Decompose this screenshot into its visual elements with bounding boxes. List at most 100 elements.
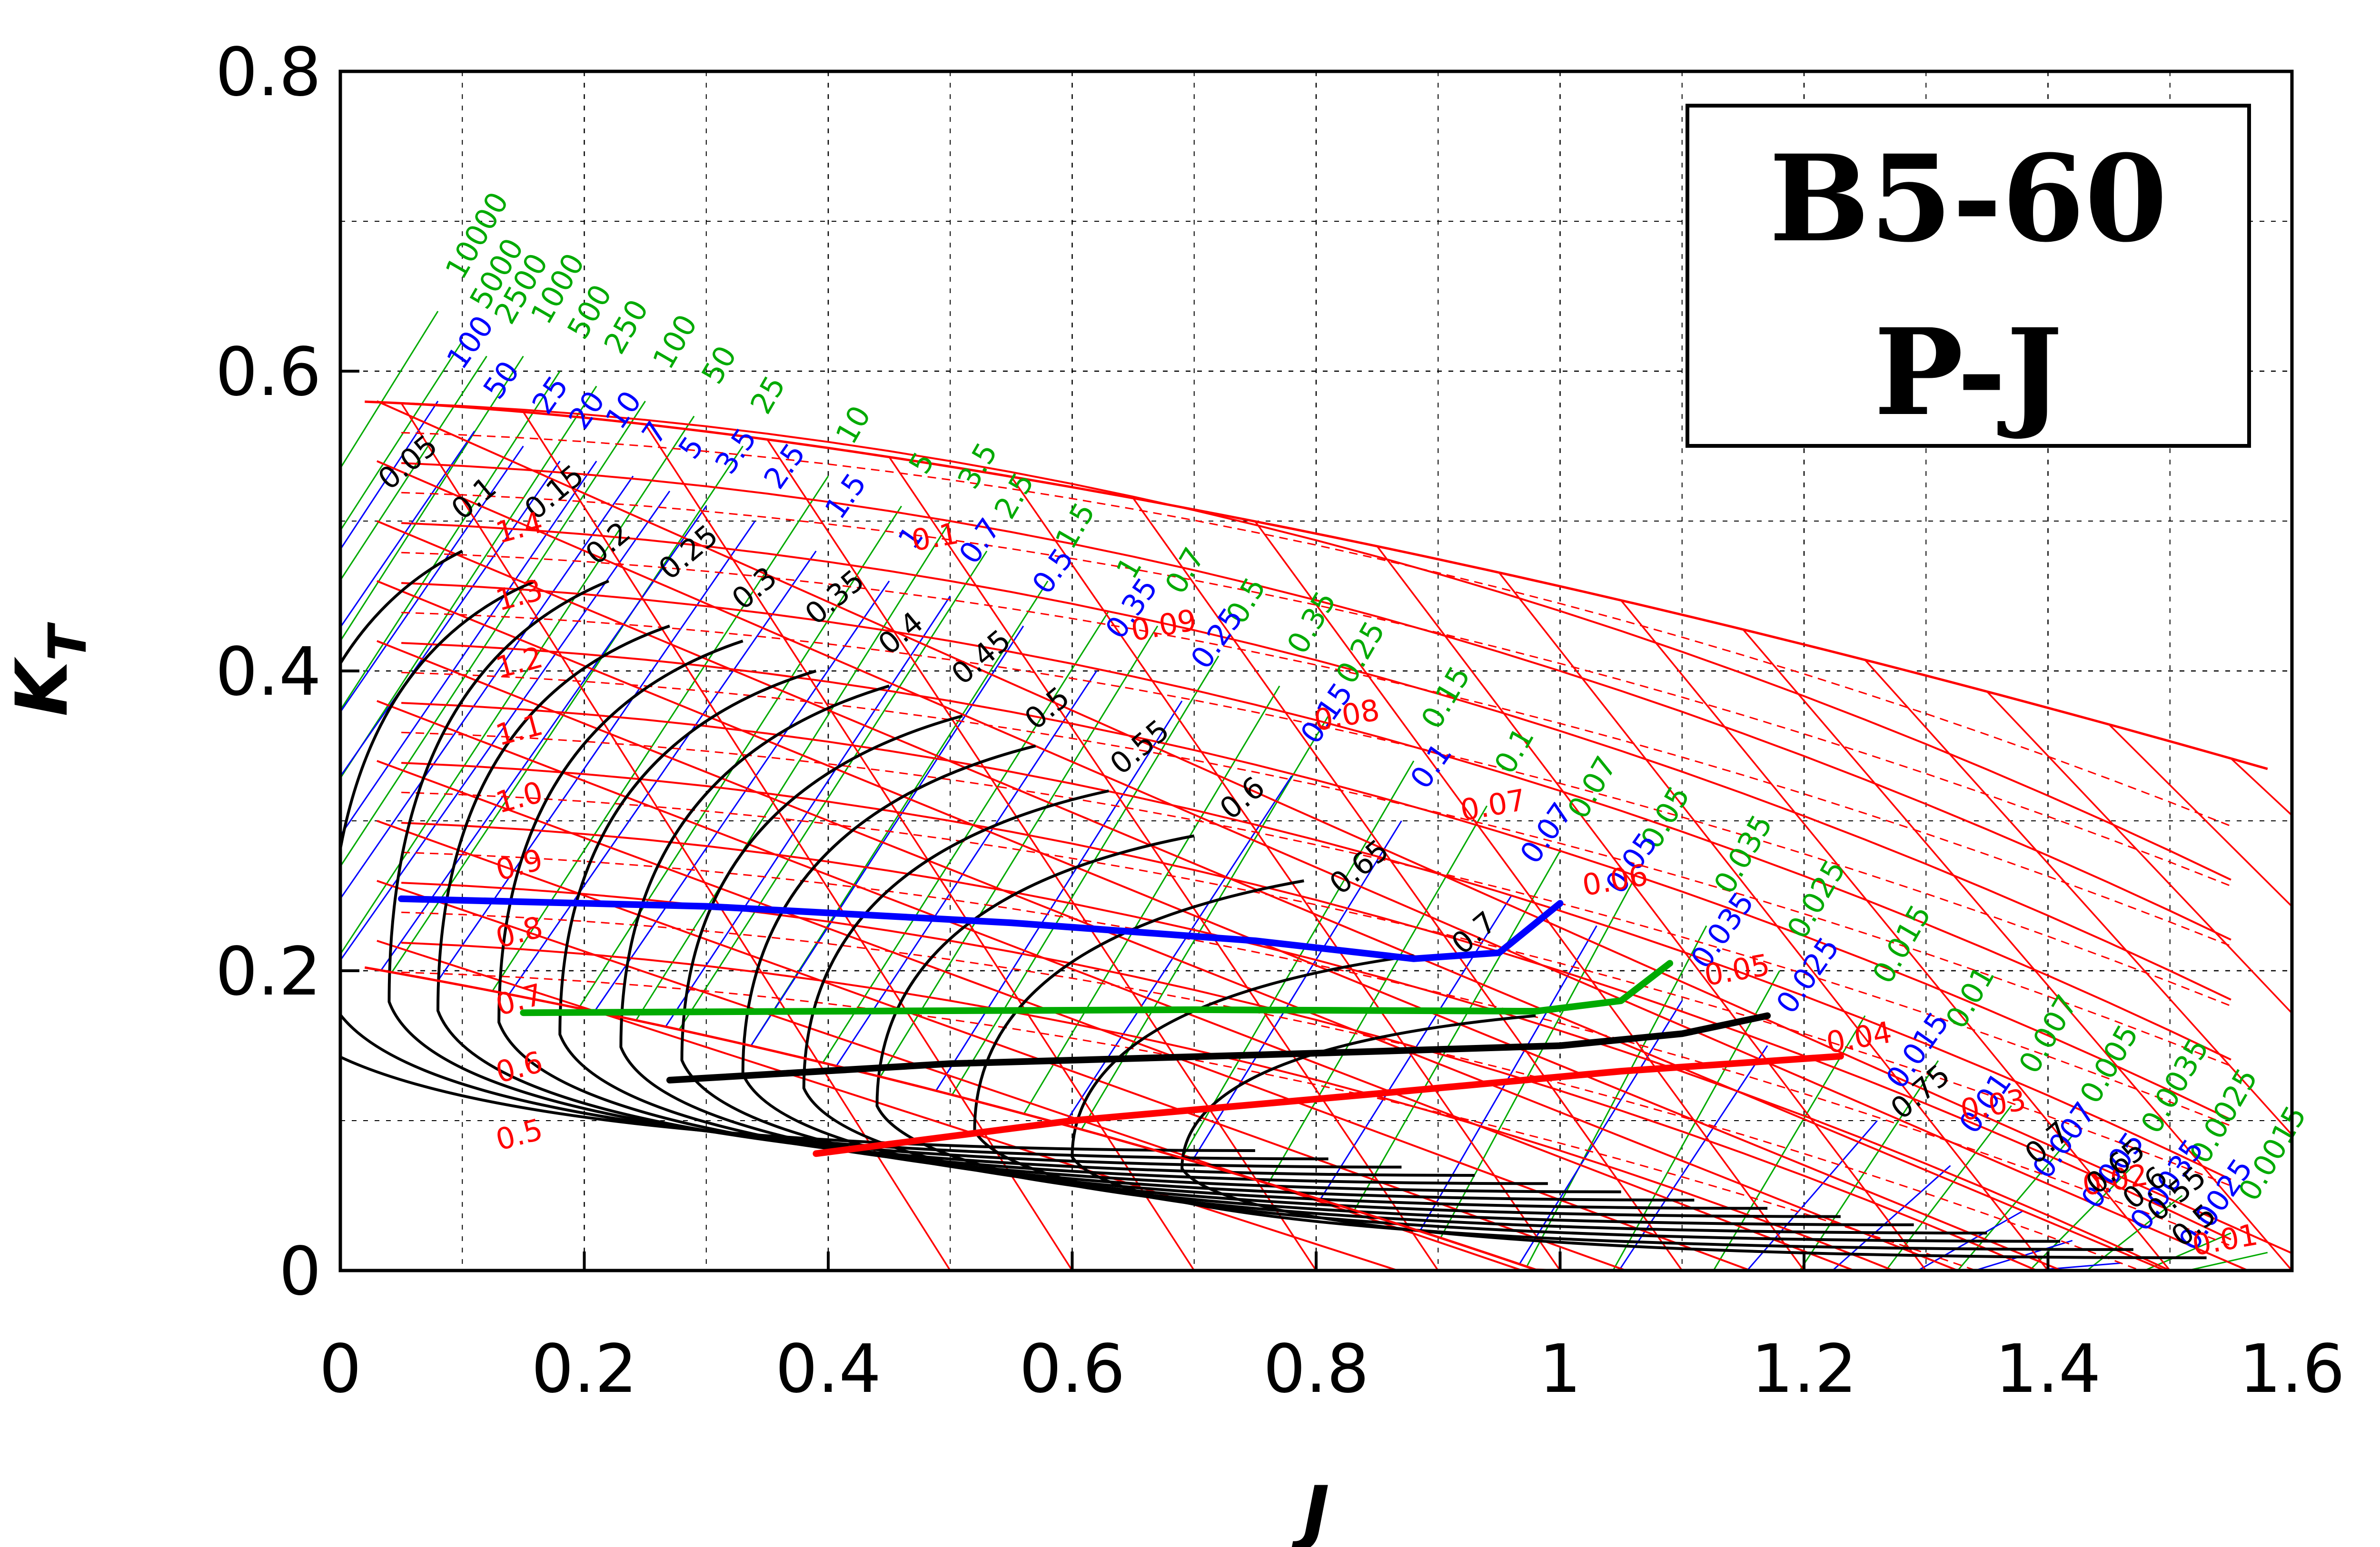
green-family-line <box>678 551 988 1030</box>
pitch-diagonal <box>766 439 1317 1271</box>
green-family-line <box>1440 880 1634 1239</box>
efficiency-contour <box>973 879 2061 1243</box>
x-tick-label: 0 <box>319 1330 361 1408</box>
pitch-diagonal <box>1742 629 2292 1271</box>
pitch-curve <box>401 582 2231 1061</box>
efficiency-contour <box>387 580 1402 1169</box>
green-family-line <box>1885 1105 2012 1271</box>
green-family-line <box>951 655 1220 1095</box>
pitch-line <box>377 760 1751 1271</box>
pitch-diagonal <box>400 403 951 1271</box>
efficiency-contour <box>1180 1014 2207 1260</box>
pitch-line <box>377 640 1958 1271</box>
pitch-dashed-curve <box>401 791 2231 1187</box>
pitch-diagonal <box>522 411 1073 1271</box>
plot-area <box>340 311 2292 1271</box>
blue-family-line <box>340 491 671 962</box>
pitch-curve <box>401 642 2231 1121</box>
green-family-line <box>340 371 561 712</box>
efficiency-contour <box>497 640 1548 1185</box>
pitch-line <box>377 520 2166 1271</box>
blue-line-family <box>340 401 2122 1271</box>
pitch-dashed-curve <box>401 552 2231 947</box>
highlight-curve <box>398 895 1564 962</box>
pitch-diagonal <box>888 456 1439 1271</box>
green-family-line <box>340 355 487 582</box>
upper-boundary <box>365 400 2268 770</box>
pitch-diagonal <box>1132 497 1683 1271</box>
pitch-line <box>377 460 2249 1271</box>
pitch-dashed-curve <box>401 731 2231 1127</box>
blue-family-line <box>380 505 707 971</box>
green-family-line <box>340 415 695 956</box>
title-box: B5-60 P-J <box>1686 104 2251 448</box>
efficiency-contour <box>680 714 1768 1210</box>
green-family-line <box>340 311 439 470</box>
blue-family-line <box>340 475 634 900</box>
x-tick-label: 1.6 <box>2239 1330 2345 1408</box>
y-tick-label: 0.8 <box>215 34 321 111</box>
chart-boundary <box>364 400 2268 1271</box>
pitch-curve <box>401 942 1896 1271</box>
y-tick-label: 0 <box>279 1233 321 1311</box>
blue-family-line <box>340 431 476 629</box>
y-tick-label: 0.4 <box>215 633 321 711</box>
y-axis-title-sub: T <box>37 621 98 661</box>
x-tick-label: 0.4 <box>775 1330 882 1408</box>
blue-family-line <box>340 461 561 778</box>
green-family-line <box>635 521 951 1021</box>
pitch-line <box>377 700 1854 1271</box>
green-family-line <box>1526 925 1707 1267</box>
highlight-curves <box>398 895 1844 1157</box>
blue-family-line <box>835 670 1098 1066</box>
pitch-dashed-curve <box>401 851 2231 1247</box>
pitch-curve <box>401 522 2231 1001</box>
green-family-line <box>2144 1232 2231 1271</box>
y-axis-ticks: 0 0.2 0.4 0.6 0.8 <box>215 34 359 1311</box>
blue-family-line <box>935 700 1183 1091</box>
x-tick-label: 0.2 <box>531 1330 637 1408</box>
efficiency-contour <box>436 624 1475 1177</box>
pitch-diagonal <box>2108 724 2292 908</box>
blue-family-line <box>340 461 597 837</box>
blue-family-line <box>594 581 890 1012</box>
pitch-line <box>377 940 1398 1271</box>
pitch-diagonal <box>645 424 1195 1271</box>
green-family-line <box>1267 805 1488 1184</box>
pitch-diagonal <box>1498 572 2049 1271</box>
pitch-curve <box>401 822 2172 1271</box>
y-axis-title: KT <box>1 621 98 716</box>
green-family-line <box>880 625 1159 1077</box>
blue-family-line <box>750 625 1024 1046</box>
green-family-line <box>340 341 463 532</box>
efficiency-contour <box>340 550 1255 1152</box>
title-box-frame <box>1686 104 2251 448</box>
x-tick-label: 1.4 <box>1995 1330 2101 1408</box>
pitch-diagonal <box>1986 691 2292 1015</box>
red-dashed-family <box>401 432 2231 1271</box>
efficiency-contour <box>802 789 1914 1226</box>
x-axis-ticks: 0 0.2 0.4 0.6 0.8 1 1.2 1.4 1.6 <box>319 1251 2345 1408</box>
pitch-diagonal <box>1376 545 1927 1271</box>
pitch-dashed-curve <box>401 671 2231 1067</box>
title-line-1: B5-60 <box>1769 128 2168 268</box>
green-family-line <box>1181 760 1415 1159</box>
blue-family-line <box>665 595 951 1027</box>
green-family-line <box>340 401 646 868</box>
blue-family-line <box>340 401 439 551</box>
pitch-curve <box>401 762 2231 1241</box>
pitch-dashed-curve <box>401 971 1979 1271</box>
red-contour-label: 0.1 <box>909 516 961 558</box>
pitch-curve <box>401 702 2231 1181</box>
efficiency-contour <box>741 744 1841 1218</box>
pitch-diagonal <box>1010 476 1561 1271</box>
blue-family-line <box>1063 775 1293 1125</box>
pitch-curve <box>401 462 2231 941</box>
pitch-curve <box>401 402 2231 881</box>
pitch-dashed-curve <box>401 432 2231 827</box>
highlight-curve <box>520 960 1674 1016</box>
x-tick-label: 0.6 <box>1019 1330 1125 1408</box>
pitch-diagonal <box>1254 521 1805 1271</box>
x-tick-label: 1.2 <box>1751 1330 1857 1408</box>
